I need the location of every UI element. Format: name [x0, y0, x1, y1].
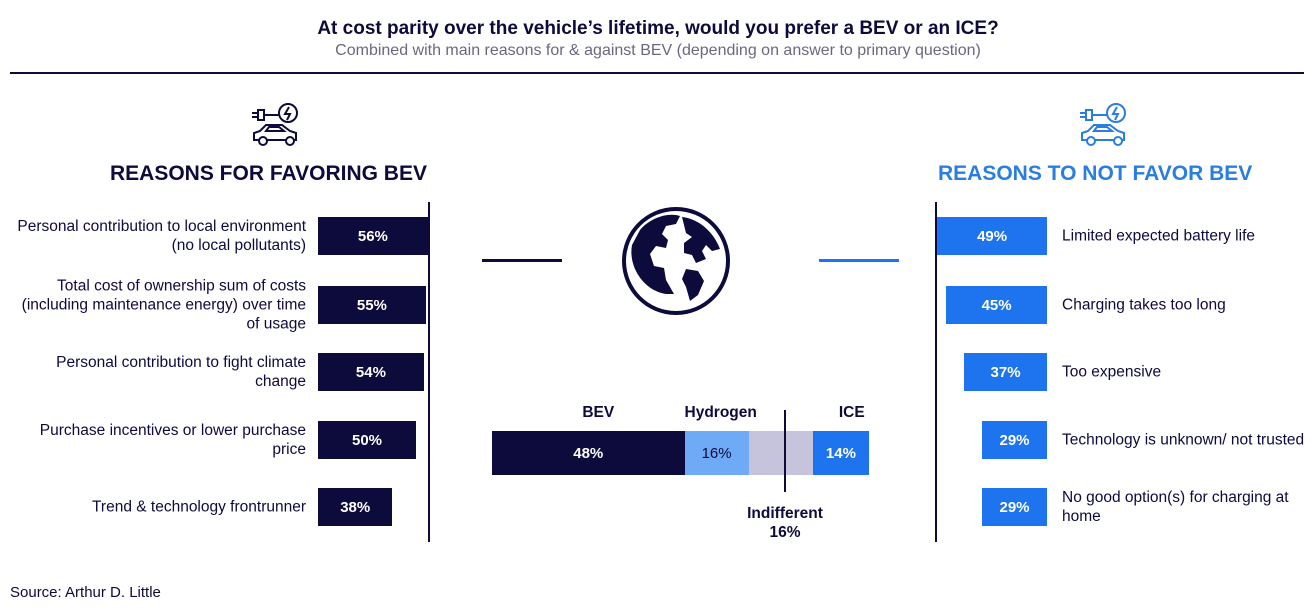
- indifferent-pointer: [784, 410, 786, 492]
- stacked-preference-bar: 48% 16% 14%: [492, 404, 872, 544]
- category-label: Total cost of ownership sum of costs (in…: [21, 277, 306, 333]
- segment-bev: 48%: [492, 431, 685, 475]
- category-label: No good option(s) for charging at home: [1062, 489, 1289, 525]
- category-label: Too expensive: [1062, 363, 1162, 381]
- legend-ice: ICE: [838, 404, 865, 421]
- indifferent-value: 16%: [769, 524, 801, 541]
- ev-charging-car-icon: [1080, 103, 1126, 146]
- divider: [10, 72, 1304, 74]
- globe-icon: [622, 207, 730, 315]
- chart-subtitle: Combined with main reasons for & against…: [335, 42, 981, 59]
- category-label: Technology is unknown/ not trusted: [1062, 431, 1305, 449]
- segment-hydrogen: 16%: [684, 431, 749, 475]
- left-connector-line: [482, 259, 562, 262]
- legend-hydrogen: Hydrogen: [684, 404, 757, 421]
- bar: 37%: [964, 353, 1047, 391]
- chart-title: At cost parity over the vehicle’s lifeti…: [317, 18, 999, 39]
- category-label: Personal contribution to fight climate c…: [56, 354, 306, 390]
- bar: 54%: [318, 353, 424, 391]
- source-note: Source: Arthur D. Little: [10, 584, 161, 601]
- category-label: Personal contribution to local environme…: [17, 218, 306, 254]
- left-axis: [428, 202, 430, 542]
- bar: 49%: [937, 217, 1047, 255]
- category-label: Charging takes too long: [1062, 296, 1226, 314]
- legend-bev: BEV: [582, 404, 615, 421]
- category-label: Purchase incentives or lower purchase pr…: [39, 422, 306, 458]
- left-section-title: REASONS FOR FAVORING BEV: [110, 162, 427, 185]
- bar: 55%: [318, 286, 426, 324]
- ev-charging-car-icon: [252, 103, 298, 146]
- bar: 38%: [318, 488, 393, 526]
- bar: 50%: [318, 421, 416, 459]
- right-axis: [935, 202, 937, 542]
- right-connector-line: [819, 259, 899, 262]
- category-label: Limited expected battery life: [1062, 227, 1255, 245]
- category-label: Trend & technology frontrunner: [92, 498, 306, 516]
- bar: 29%: [982, 488, 1047, 526]
- bar: 56%: [318, 217, 428, 255]
- segment-indifferent: [748, 431, 813, 475]
- bar: 29%: [982, 421, 1047, 459]
- right-section-title: REASONS TO NOT FAVOR BEV: [938, 162, 1253, 185]
- legend-indifferent: Indifferent: [747, 505, 823, 522]
- segment-ice: 14%: [812, 431, 869, 475]
- bar: 45%: [946, 286, 1047, 324]
